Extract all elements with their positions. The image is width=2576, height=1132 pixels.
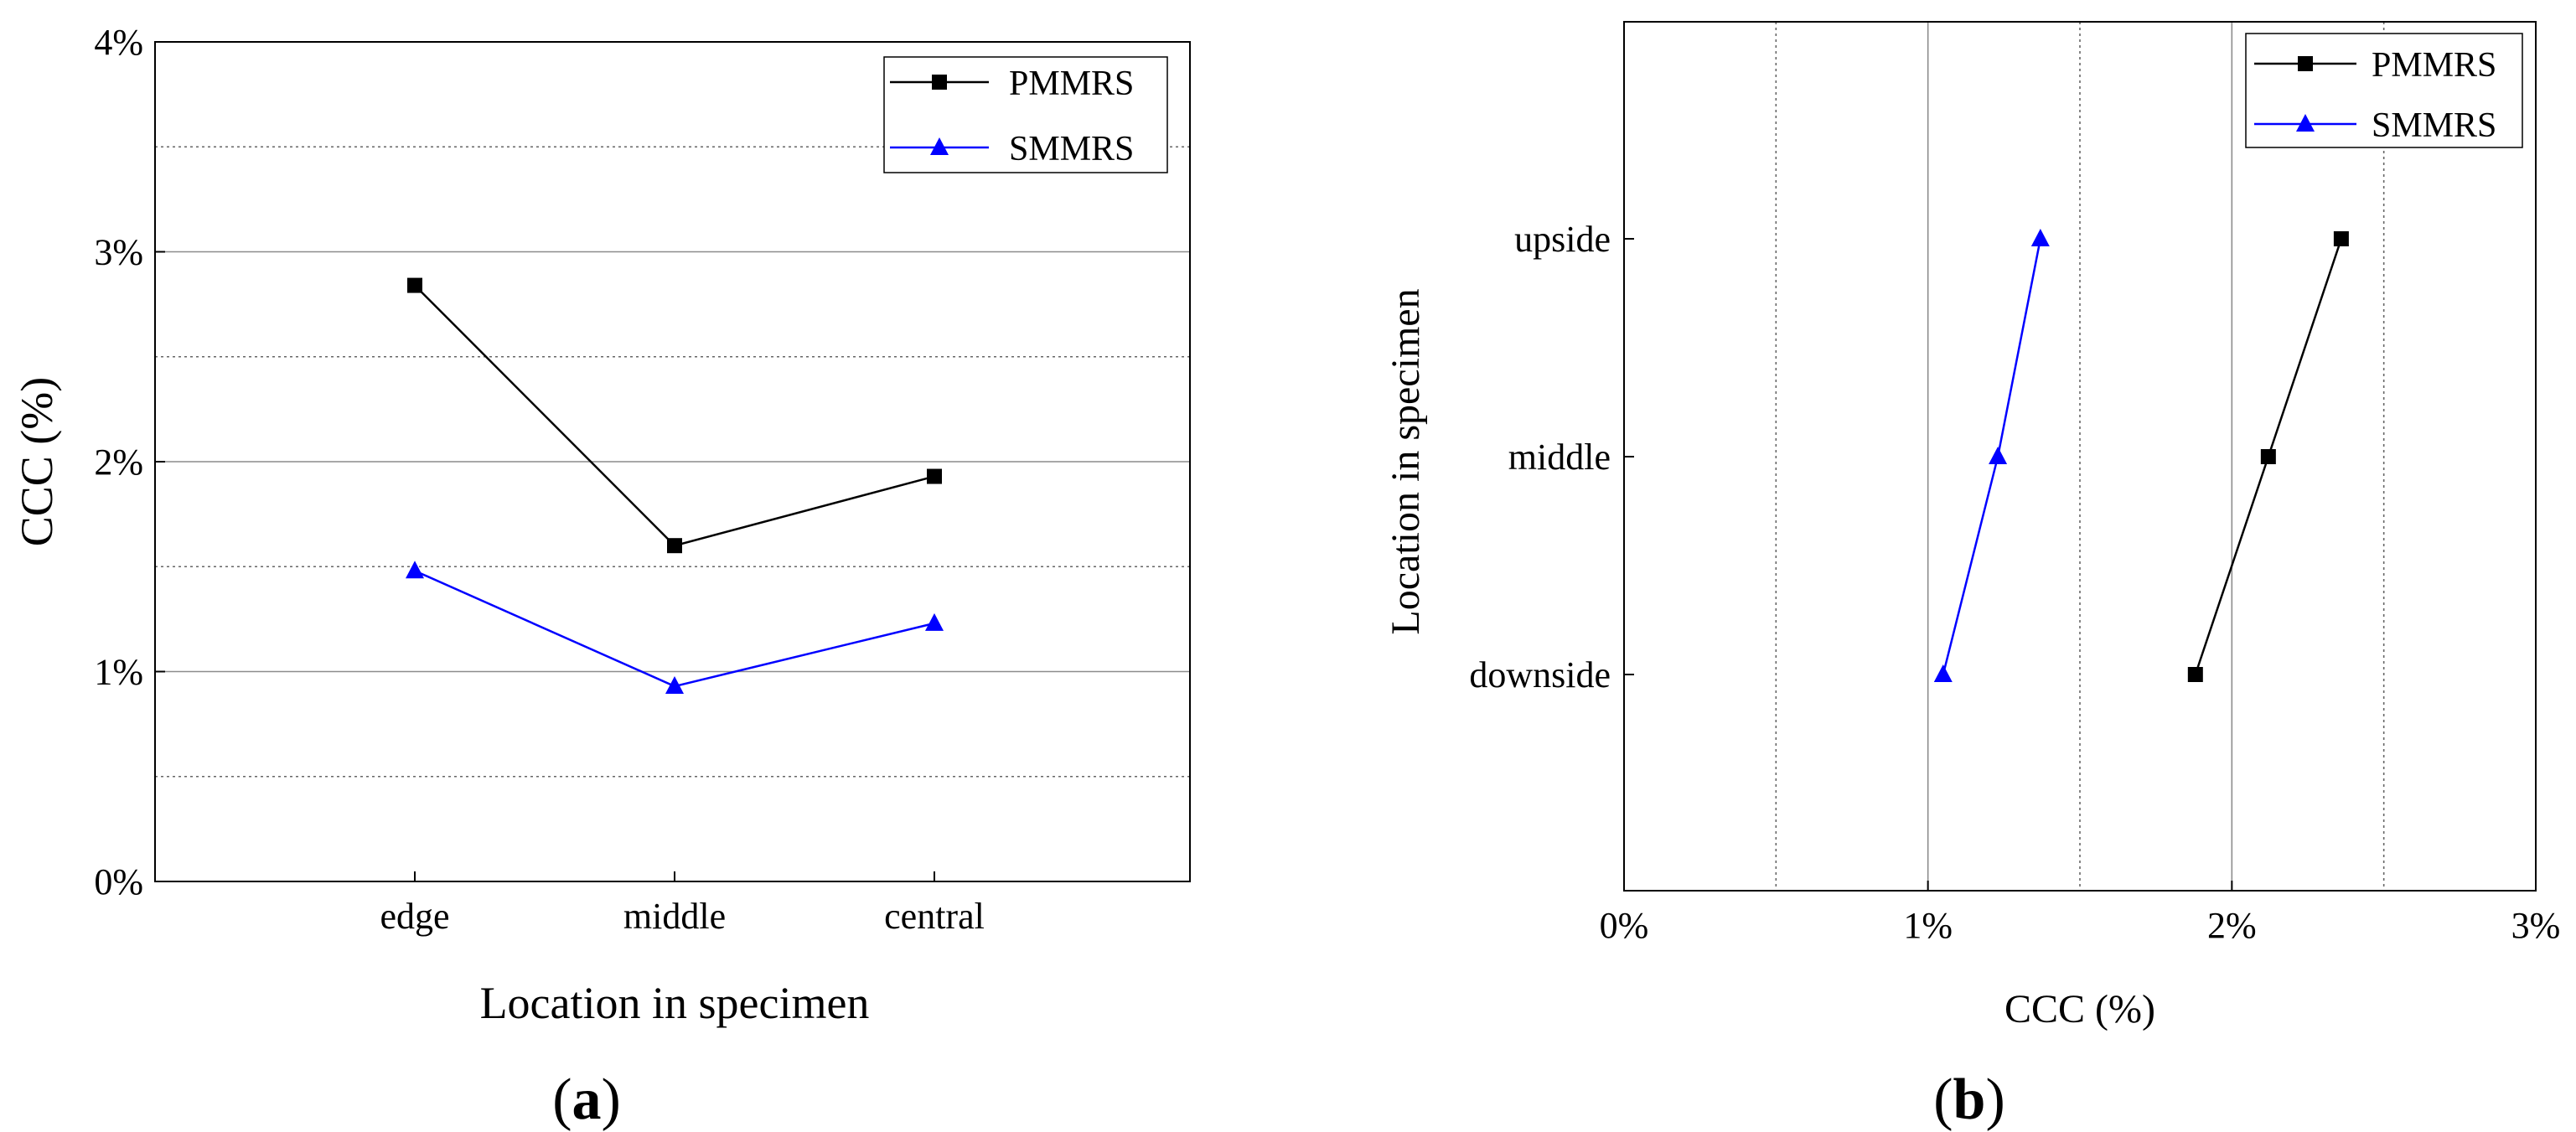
chart-a-y-ticks: 0% 1% 2% 3% 4% xyxy=(94,22,165,902)
data-point xyxy=(2260,449,2276,464)
legend-marker xyxy=(930,137,949,155)
svg-text:(a): (a) xyxy=(552,1067,621,1132)
chart-b-x-axis-label: CCC (%) xyxy=(2004,987,2155,1031)
chart-b: 0% 1% 2% 3% downside middle upside CCC (%) Lo… xyxy=(1384,21,2561,1132)
chart-a-x-ticks: edge middle central xyxy=(380,871,985,937)
chart-a: 0% 1% 2% 3% 4% edge middle central Location in… xyxy=(12,22,1191,1132)
data-point xyxy=(667,538,682,554)
legend-label: PMMRS xyxy=(1009,65,1134,103)
chart-b-legend-box xyxy=(2245,33,2523,148)
series-smmrs xyxy=(406,561,944,695)
chart-a-gridlines xyxy=(155,146,1190,778)
data-point xyxy=(2030,229,2050,246)
x-tick-label: central xyxy=(884,896,985,937)
chart-a-series xyxy=(406,277,944,695)
chart-a-panel-label: (a) xyxy=(552,1067,621,1132)
x-tick-label: edge xyxy=(380,896,449,937)
x-tick-label: 0% xyxy=(1600,905,1649,946)
svg-text:(b): (b) xyxy=(1933,1067,2005,1132)
data-point xyxy=(2187,667,2203,682)
chart-b-panel-label: (b) xyxy=(1933,1067,2005,1132)
series-smmrs xyxy=(1933,229,2050,682)
chart-a-legend: PMMRS SMMRS xyxy=(883,56,1168,173)
data-point xyxy=(406,561,424,579)
data-point xyxy=(1933,664,1953,682)
series-pmmrs xyxy=(407,277,942,554)
chart-a-y-axis-label: CCC (%) xyxy=(12,377,62,547)
x-tick-label: middle xyxy=(623,896,726,937)
chart-a-panel-letter: a xyxy=(572,1067,602,1132)
legend-label: PMMRS xyxy=(2372,46,2496,85)
series-line xyxy=(1942,238,2042,675)
y-tick-label: middle xyxy=(1508,437,1611,478)
chart-b-y-axis-label: Location in specimen xyxy=(1384,288,1428,634)
chart-b-series xyxy=(1933,229,2349,682)
series-line xyxy=(414,284,935,547)
legend-marker xyxy=(2298,56,2313,71)
x-tick-label: 2% xyxy=(2207,905,2257,946)
chart-b-y-ticks: downside middle upside xyxy=(1469,219,1634,695)
y-tick-label: 0% xyxy=(94,861,143,902)
chart-b-gridlines xyxy=(1775,22,2385,891)
data-point xyxy=(2333,231,2349,246)
y-tick-label: 4% xyxy=(94,22,143,63)
legend-label: SMMRS xyxy=(2372,106,2496,145)
x-tick-label: 1% xyxy=(1903,905,1953,946)
chart-b-legend: PMMRS SMMRS xyxy=(2245,33,2523,148)
data-point xyxy=(665,676,684,695)
y-tick-label: 1% xyxy=(94,652,143,693)
x-tick-label: 3% xyxy=(2511,905,2561,946)
series-pmmrs xyxy=(2187,231,2349,682)
chart-a-x-axis-label: Location in specimen xyxy=(480,978,870,1028)
legend-marker xyxy=(932,75,947,90)
y-tick-label: 2% xyxy=(94,442,143,483)
y-tick-label: downside xyxy=(1469,654,1611,695)
data-point xyxy=(1989,447,2008,464)
y-tick-label: upside xyxy=(1514,219,1611,260)
legend-label: SMMRS xyxy=(1009,130,1134,168)
chart-b-panel-letter: b xyxy=(1953,1067,1986,1132)
data-point xyxy=(927,468,942,484)
data-point xyxy=(407,277,422,293)
chart-b-x-ticks: 0% 1% 2% 3% xyxy=(1600,881,2561,946)
y-tick-label: 3% xyxy=(94,232,143,273)
data-point xyxy=(925,613,944,631)
legend-marker xyxy=(2296,114,2315,132)
series-line xyxy=(414,570,935,688)
